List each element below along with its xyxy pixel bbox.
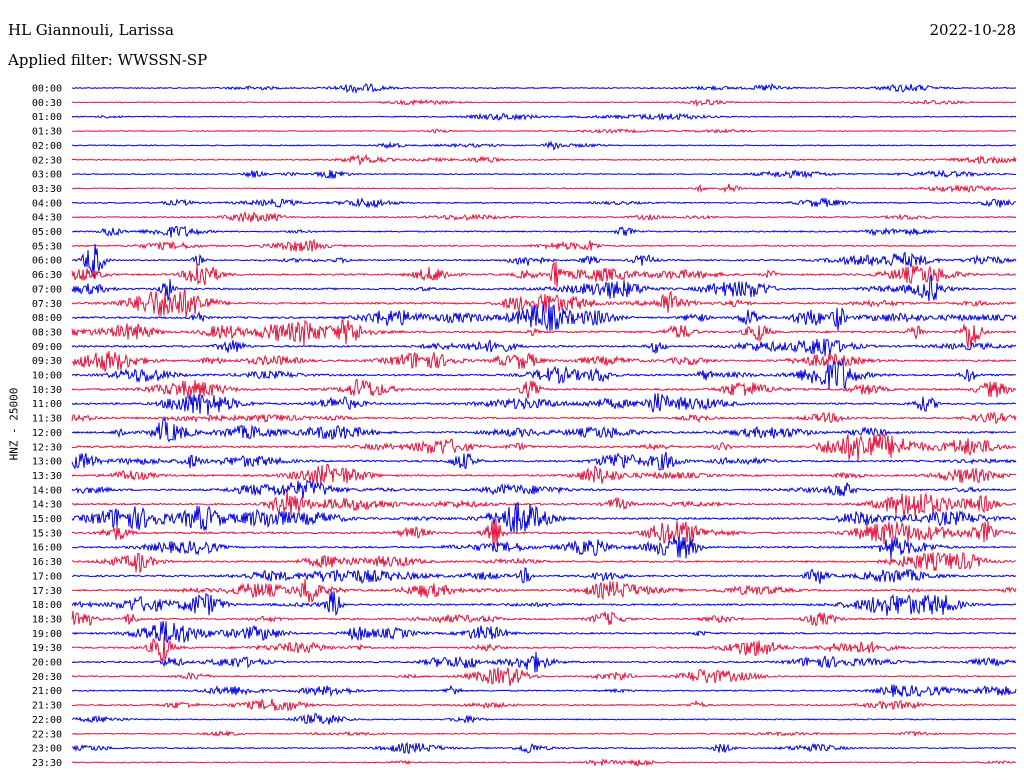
- trace-1230: [71, 433, 1017, 462]
- trace-2000: [71, 651, 1017, 673]
- trace-1530: [71, 518, 1017, 547]
- trace-0030: [71, 98, 1016, 108]
- time-tick-label: 06:00: [32, 256, 62, 267]
- trace-0630: [71, 261, 1017, 288]
- time-tick-label: 08:00: [32, 313, 62, 324]
- time-tick-label: 02:30: [32, 155, 62, 166]
- time-tick-label: 12:30: [32, 442, 62, 453]
- time-tick-label: 09:30: [32, 356, 62, 367]
- trace-2300: [71, 741, 1017, 755]
- trace-1100: [71, 393, 1017, 416]
- time-tick-label: 04:30: [32, 213, 62, 224]
- time-tick-label: 01:00: [32, 112, 62, 123]
- trace-0400: [71, 196, 1017, 209]
- time-tick-label: 02:00: [32, 141, 62, 152]
- time-tick-label: 23:30: [32, 758, 62, 769]
- time-tick-label: 20:30: [32, 672, 62, 683]
- trace-1000: [71, 360, 1016, 390]
- trace-0130: [71, 128, 1017, 134]
- trace-1800: [71, 591, 1017, 617]
- time-tick-label: 14:30: [32, 500, 62, 511]
- trace-0600: [71, 243, 1017, 279]
- time-tick-label: 12:00: [32, 428, 62, 439]
- time-tick-label: 09:00: [32, 342, 62, 353]
- time-tick-label: 11:30: [32, 414, 62, 425]
- trace-1900: [71, 620, 1017, 643]
- time-tick-label: 05:30: [32, 241, 62, 252]
- time-tick-label: 00:00: [32, 84, 62, 95]
- trace-0930: [71, 351, 1017, 373]
- trace-1200: [71, 417, 1017, 443]
- time-tick-label: 17:00: [32, 571, 62, 582]
- trace-0500: [72, 225, 1017, 238]
- trace-0830: [71, 319, 1017, 348]
- time-tick-label: 03:30: [32, 184, 62, 195]
- time-tick-label: 23:00: [32, 744, 62, 755]
- time-tick-label: 10:30: [32, 385, 62, 396]
- time-tick-label: 13:30: [32, 471, 62, 482]
- trace-2230: [71, 729, 1017, 737]
- time-tick-label: 19:00: [32, 629, 62, 640]
- trace-0000: [71, 82, 1017, 95]
- trace-2330: [71, 758, 1017, 767]
- trace-1130: [71, 411, 1017, 425]
- trace-0330: [71, 183, 1017, 194]
- trace-1400: [71, 479, 1017, 499]
- trace-2100: [71, 684, 1017, 698]
- time-tick-label: 07:00: [32, 284, 62, 295]
- trace-1600: [71, 536, 1017, 559]
- time-tick-label: 17:30: [32, 586, 62, 597]
- time-tick-label: 22:00: [32, 715, 62, 726]
- trace-1330: [71, 464, 1017, 485]
- trace-0800: [71, 303, 1017, 332]
- time-tick-label: 18:30: [32, 614, 62, 625]
- time-tick-label: 19:30: [32, 643, 62, 654]
- time-tick-label: 07:30: [32, 299, 62, 310]
- time-tick-label: 10:00: [32, 371, 62, 382]
- trace-1630: [71, 551, 1017, 574]
- time-tick-label: 14:00: [32, 485, 62, 496]
- time-tick-label: 21:00: [32, 686, 62, 697]
- trace-1730: [71, 579, 1017, 604]
- filter-label: Applied filter: WWSSN-SP: [8, 51, 208, 69]
- time-tick-label: 08:30: [32, 327, 62, 338]
- trace-1300: [71, 451, 1017, 471]
- trace-0530: [71, 238, 1017, 252]
- trace-0100: [71, 112, 1017, 122]
- time-tick-label: 22:30: [32, 729, 62, 740]
- trace-1700: [71, 567, 1017, 585]
- record-date: 2022-10-28: [929, 21, 1016, 39]
- trace-0300: [71, 169, 1017, 180]
- trace-1030: [71, 378, 1017, 399]
- trace-1430: [71, 491, 1016, 518]
- time-tick-label: 13:00: [32, 457, 62, 468]
- time-tick-label: 15:30: [32, 528, 62, 539]
- time-tick-label: 11:00: [32, 399, 62, 410]
- trace-0200: [71, 140, 1017, 151]
- time-tick-label: 20:00: [32, 658, 62, 669]
- trace-0700: [71, 274, 1017, 302]
- time-tick-label: 21:30: [32, 701, 62, 712]
- time-tick-label: 01:30: [32, 127, 62, 138]
- trace-1500: [71, 501, 1017, 534]
- trace-2130: [71, 697, 1017, 713]
- time-tick-label: 06:30: [32, 270, 62, 281]
- time-tick-label: 04:00: [32, 198, 62, 209]
- time-tick-label: 05:00: [32, 227, 62, 238]
- time-tick-label: 18:00: [32, 600, 62, 611]
- time-tick-label: 03:00: [32, 170, 62, 181]
- time-tick-label: 15:00: [32, 514, 62, 525]
- station-title: HL Giannouli, Larissa: [8, 21, 174, 39]
- trace-0430: [71, 210, 1017, 223]
- time-tick-label: 16:00: [32, 543, 62, 554]
- trace-2200: [71, 713, 1017, 725]
- trace-0230: [71, 153, 1017, 167]
- trace-0900: [71, 338, 1016, 357]
- trace-2030: [71, 667, 1017, 686]
- time-tick-label: 16:30: [32, 557, 62, 568]
- trace-1930: [71, 636, 1017, 663]
- time-tick-label: 00:30: [32, 98, 62, 109]
- trace-1830: [71, 610, 1017, 628]
